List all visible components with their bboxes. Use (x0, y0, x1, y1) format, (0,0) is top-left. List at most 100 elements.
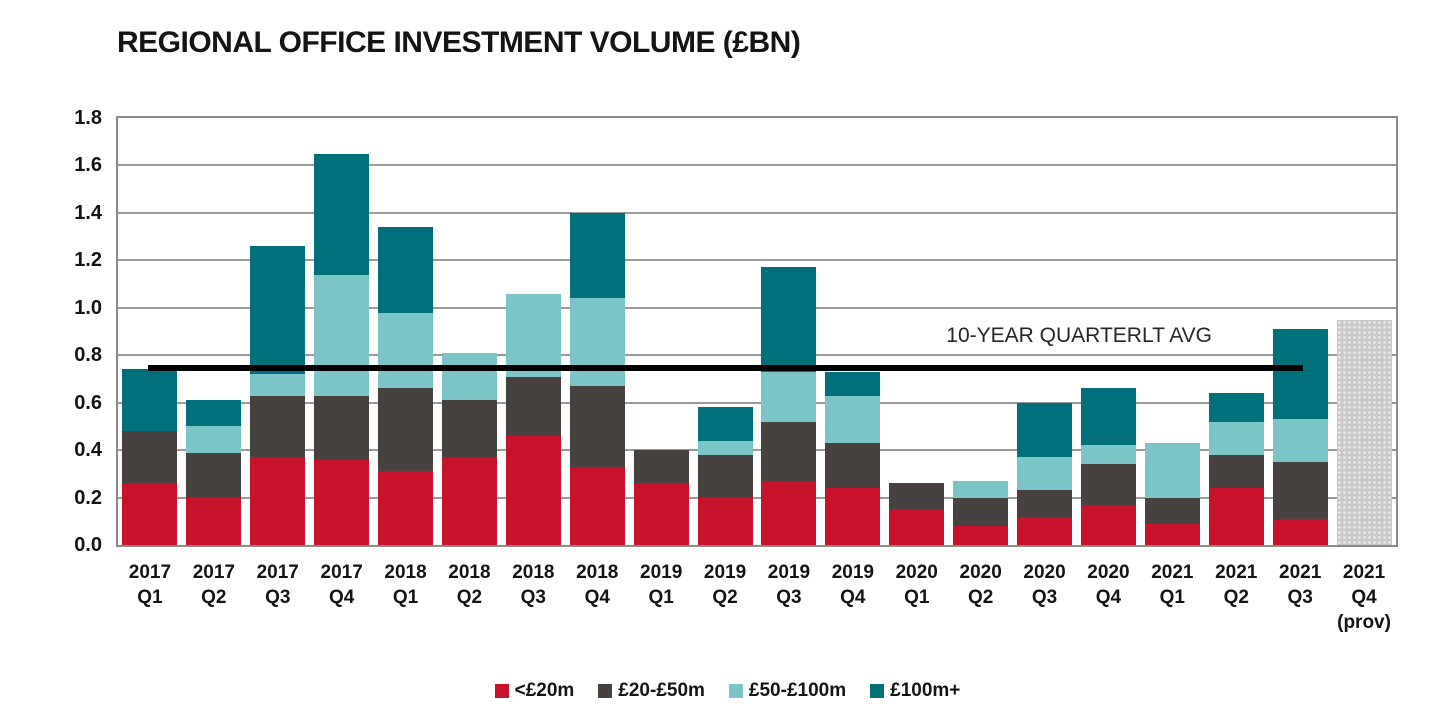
x-axis-label-line: Q4 (584, 587, 610, 608)
y-tick-label: 1.2 (74, 249, 102, 272)
x-axis-label-line: Q2 (456, 587, 483, 608)
segment-50-100m (186, 426, 242, 453)
y-tick-label: 0.0 (74, 534, 102, 556)
x-axis-label-line: 2018 (512, 562, 555, 583)
bar-2021-q4-prov- (1336, 319, 1392, 545)
x-axis-label-line: 2021 (1215, 562, 1258, 583)
segment-100m-plus (761, 267, 817, 372)
x-axis-label-line: Q3 (776, 587, 802, 608)
segment-under-20m (953, 526, 1009, 545)
segment-under-20m (569, 466, 625, 545)
legend-item-50-100m: £50-£100m (728, 680, 846, 702)
x-axis-label-line: Q3 (520, 587, 547, 608)
bar-2020-q4 (1080, 388, 1136, 545)
legend-swatch (598, 684, 613, 698)
segment-100m-plus (250, 246, 306, 375)
x-axis-label-line: Q2 (967, 587, 994, 608)
segment-20-50m (314, 395, 370, 460)
segment-under-20m (250, 457, 306, 545)
segment-under-20m (378, 471, 434, 545)
x-axis-label-line: 2019 (831, 562, 874, 583)
segment-50-100m (378, 312, 434, 389)
x-axis-label: 2019 Q4 (803, 560, 903, 610)
x-axis-label: 2017 Q2 (164, 560, 264, 610)
segment-100m-plus (1080, 388, 1136, 446)
segment-100m-plus (697, 407, 753, 441)
segment-20-50m (250, 395, 306, 458)
segment-100m-plus (314, 153, 370, 275)
segment-under-20m (314, 459, 370, 545)
segment-20-50m (1272, 461, 1328, 519)
legend-swatch (870, 684, 885, 698)
segment-20-50m (1080, 464, 1136, 505)
segment-50-100m (441, 352, 497, 401)
x-axis-label: 2019 Q2 (675, 560, 775, 610)
bar-2021-q2 (1208, 393, 1264, 545)
segment-under-20m (825, 488, 881, 545)
segment-50-100m (505, 293, 561, 377)
x-axis-label-line: 2018 (576, 562, 619, 583)
y-tick-label: 0.2 (74, 486, 102, 509)
gridline-0.8 (118, 354, 1396, 357)
x-axis-label-line: Q3 (265, 587, 291, 608)
segment-50-100m (953, 480, 1009, 498)
x-axis-label: 2020 Q1 (867, 560, 967, 610)
x-axis-label: 2019 Q1 (611, 560, 711, 610)
x-axis-label-line: Q2 (1223, 587, 1249, 608)
segment-20-50m (1144, 497, 1200, 524)
segment-20-50m (569, 386, 625, 467)
bar-2018-q4 (569, 212, 625, 545)
legend-item-20-50m: £20-£50m (598, 680, 705, 702)
gridline-1.6 (118, 164, 1396, 167)
legend-swatch (728, 684, 743, 698)
bar-2018-q3 (505, 293, 561, 545)
legend-item-100m-plus: £100m+ (870, 680, 960, 702)
bar-2020-q3 (1017, 402, 1073, 545)
segment-under-20m (122, 483, 178, 545)
average-line (148, 365, 1303, 372)
segment-50-100m (761, 371, 817, 422)
bar-2019-q2 (697, 407, 753, 545)
segment-under-20m (1144, 523, 1200, 545)
x-axis-label: 2021 Q4 (prov) (1314, 560, 1414, 635)
legend-item-under-20m: <£20m (494, 680, 574, 702)
segment-provisional (1336, 319, 1392, 545)
segment-100m-plus (1272, 329, 1328, 420)
x-axis-label-line: 2020 (895, 562, 938, 583)
bar-2017-q3 (250, 246, 306, 545)
segment-under-20m (505, 435, 561, 545)
x-axis-label-line: 2020 (1023, 562, 1066, 583)
x-axis-label: 2018 Q4 (547, 560, 647, 610)
x-axis-label-line: Q2 (712, 587, 738, 608)
x-axis-label-line: Q1 (904, 587, 930, 608)
y-tick-label: 0.6 (74, 391, 102, 414)
x-axis-label: 2020 Q2 (931, 560, 1031, 610)
x-axis-label: 2017 Q4 (292, 560, 392, 610)
x-axis-label-line: (prov) (1337, 612, 1391, 633)
segment-under-20m (697, 497, 753, 545)
segment-50-100m (569, 298, 625, 387)
segment-100m-plus (825, 371, 881, 396)
bar-2019-q4 (825, 371, 881, 545)
segment-20-50m (697, 454, 753, 498)
x-axis-label-line: 2019 (640, 562, 683, 583)
segment-under-20m (186, 497, 242, 545)
segment-under-20m (1208, 488, 1264, 545)
segment-50-100m (1208, 421, 1264, 455)
segment-under-20m (1272, 518, 1328, 545)
segment-under-20m (761, 480, 817, 545)
x-axis-label-line: 2021 (1342, 562, 1386, 583)
bar-2018-q1 (378, 227, 434, 545)
segment-20-50m (186, 452, 242, 498)
chart-title: REGIONAL OFFICE INVESTMENT VOLUME (£BN) (117, 26, 801, 59)
y-tick-label: 1.0 (74, 296, 102, 319)
gridline-0.6 (118, 401, 1396, 404)
x-axis-label-line: Q3 (1031, 587, 1058, 608)
x-axis-label-line: Q1 (392, 587, 419, 608)
x-axis-label-line: 2019 (703, 562, 747, 583)
gridline-1.2 (118, 259, 1396, 262)
x-axis-label: 2017 Q1 (100, 560, 200, 610)
x-axis-label-line: Q3 (1287, 587, 1313, 608)
segment-50-100m (1017, 457, 1073, 491)
legend-label: £100m+ (890, 680, 961, 701)
